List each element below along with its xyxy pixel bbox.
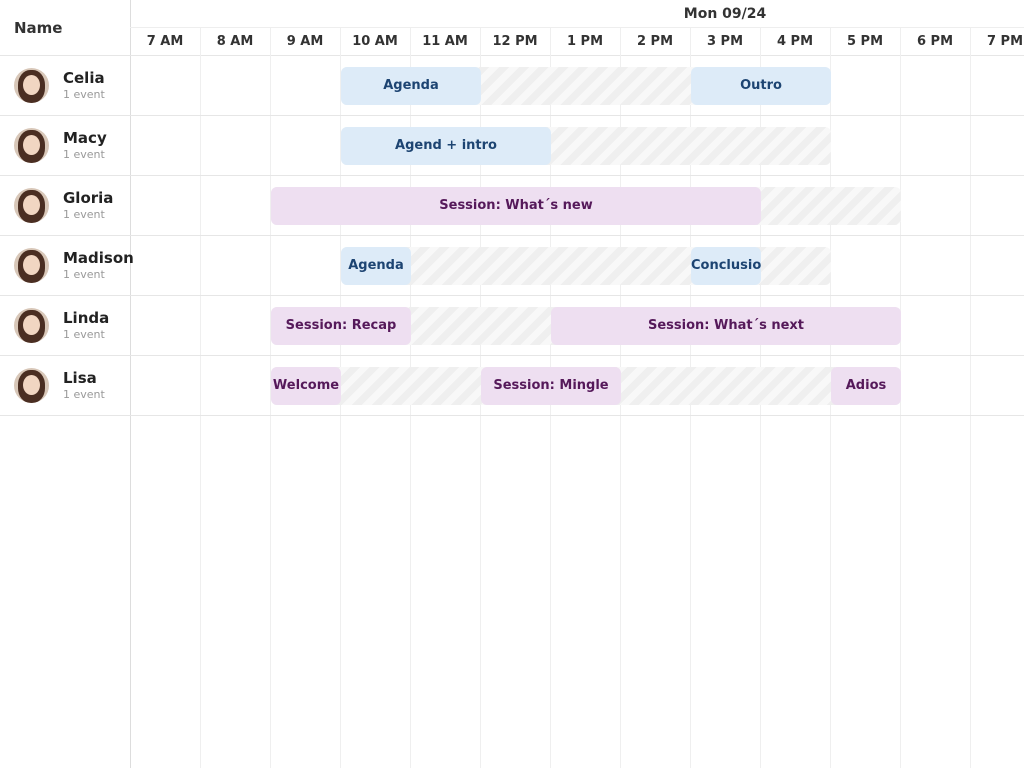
avatar [14, 368, 49, 403]
person-name: Macy [63, 129, 107, 147]
event[interactable]: Session: Recap [271, 307, 411, 345]
avatar [14, 128, 49, 163]
hour-label: 9 AM [286, 34, 324, 49]
divider [0, 55, 1024, 56]
divider [130, 0, 131, 768]
row-divider [0, 115, 1024, 116]
avatar [14, 188, 49, 223]
person-name: Lisa [63, 369, 97, 387]
event[interactable]: Session: Mingle [481, 367, 621, 405]
person-name: Gloria [63, 189, 114, 207]
event-count: 1 event [63, 388, 105, 401]
hour-label: 1 PM [566, 34, 604, 49]
event[interactable]: Session: What´s new [271, 187, 761, 225]
event[interactable]: Agenda [341, 247, 411, 285]
hour-label: 8 AM [216, 34, 254, 49]
avatar [14, 68, 49, 103]
hour-label: 4 PM [776, 34, 814, 49]
column-header: Name [14, 19, 63, 37]
event[interactable]: Agend + intro [341, 127, 551, 165]
grid-line [200, 28, 201, 768]
grid-line [970, 28, 971, 768]
grid-line [270, 28, 271, 768]
event-count: 1 event [63, 88, 105, 101]
event[interactable]: Adios [831, 367, 901, 405]
hour-label: 3 PM [706, 34, 744, 49]
row-divider [0, 235, 1024, 236]
hour-label: 11 AM [422, 34, 468, 49]
hour-label: 7 AM [146, 34, 184, 49]
person-name: Linda [63, 309, 110, 327]
divider [130, 27, 1024, 28]
event-count: 1 event [63, 268, 105, 281]
event[interactable]: Conclusion [691, 247, 761, 285]
row-divider [0, 295, 1024, 296]
date-header: Mon 09/24 [683, 6, 767, 22]
row-divider [0, 415, 1024, 416]
event-count: 1 event [63, 148, 105, 161]
hour-label: 6 PM [916, 34, 954, 49]
hour-label: 10 AM [352, 34, 398, 49]
hour-label: 12 PM [492, 34, 538, 49]
event[interactable]: Session: What´s next [551, 307, 901, 345]
row-divider [0, 175, 1024, 176]
event[interactable]: Outro [691, 67, 831, 105]
person-name: Celia [63, 69, 105, 87]
row-divider [0, 355, 1024, 356]
event-count: 1 event [63, 328, 105, 341]
hour-label: 2 PM [636, 34, 674, 49]
event[interactable]: Welcome [271, 367, 341, 405]
event[interactable]: Agenda [341, 67, 481, 105]
avatar [14, 248, 49, 283]
hour-label: 5 PM [846, 34, 884, 49]
hour-label: 7 PM [986, 34, 1024, 49]
avatar [14, 308, 49, 343]
event-count: 1 event [63, 208, 105, 221]
person-name: Madison [63, 249, 134, 267]
